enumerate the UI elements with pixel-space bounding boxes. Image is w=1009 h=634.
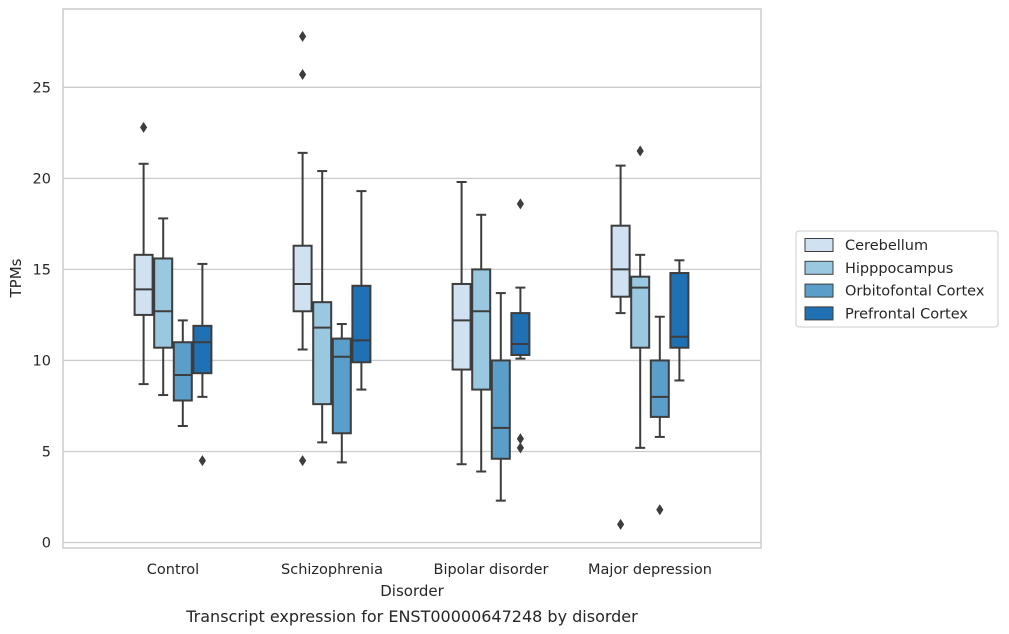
box-iqr bbox=[649, 359, 670, 418]
outlier-point bbox=[140, 121, 148, 133]
outlier-point bbox=[636, 145, 644, 157]
box-cerebellum-control bbox=[133, 121, 154, 386]
box-orbitofontal-cortex-schizophrenia bbox=[331, 323, 352, 464]
box-prefrontal-cortex-control bbox=[192, 262, 213, 467]
box-iqr bbox=[172, 341, 193, 402]
box-groups bbox=[133, 30, 690, 530]
y-tick-label-20: 20 bbox=[33, 171, 51, 187]
legend-frame bbox=[795, 230, 999, 328]
outlier-point bbox=[516, 433, 524, 445]
x-tick-label-major-depression: Major depression bbox=[588, 562, 712, 578]
y-tick-labels: 0 5 10 15 20 25 bbox=[33, 80, 51, 551]
box-orbitofontal-cortex-bipolar-disorder bbox=[490, 292, 511, 502]
x-tick-label-control: Control bbox=[147, 562, 199, 578]
legend-swatch-orbitofontal-cortex bbox=[804, 283, 834, 298]
box-hipppocampus-control bbox=[153, 217, 174, 397]
y-tick-label-10: 10 bbox=[33, 353, 51, 369]
y-tick-label-15: 15 bbox=[33, 262, 51, 278]
box-cerebellum-schizophrenia bbox=[292, 30, 313, 467]
box-orbitofontal-cortex-control bbox=[172, 319, 193, 427]
y-tick-label-0: 0 bbox=[42, 536, 51, 552]
box-iqr bbox=[351, 284, 372, 364]
box-iqr bbox=[451, 282, 472, 371]
x-tick-labels: Control Schizophrenia Bipolar disorder Majo… bbox=[147, 562, 712, 578]
outlier-point bbox=[516, 442, 524, 454]
box-iqr bbox=[312, 301, 333, 406]
outlier-point bbox=[299, 69, 307, 81]
box-iqr bbox=[192, 324, 213, 375]
box-iqr bbox=[630, 275, 651, 349]
box-prefrontal-cortex-schizophrenia bbox=[351, 190, 372, 391]
box-cerebellum-bipolar-disorder bbox=[451, 180, 472, 466]
legend-label-prefrontal-cortex: Prefrontal Cortex bbox=[845, 306, 968, 322]
outlier-point bbox=[656, 504, 664, 516]
box-iqr bbox=[153, 257, 174, 349]
box-prefrontal-cortex-major-depression bbox=[669, 259, 690, 382]
x-axis-title: Disorder bbox=[380, 582, 444, 600]
legend: Cerebellum Hipppocampus Orbitofontal Corte… bbox=[795, 230, 999, 328]
figure-caption: Transcript expression for ENST0000064724… bbox=[185, 607, 638, 626]
box-iqr bbox=[490, 359, 511, 460]
box-hipppocampus-bipolar-disorder bbox=[471, 213, 492, 473]
box-iqr bbox=[331, 337, 352, 435]
plot-frame bbox=[62, 8, 762, 549]
box-iqr bbox=[669, 272, 690, 349]
box-iqr bbox=[292, 244, 313, 313]
box-iqr bbox=[133, 253, 154, 316]
legend-swatch-prefrontal-cortex bbox=[804, 306, 834, 321]
box-hipppocampus-major-depression bbox=[630, 145, 651, 449]
box-iqr bbox=[610, 224, 631, 298]
x-tick-label-bipolar-disorder: Bipolar disorder bbox=[434, 562, 549, 578]
box-orbitofontal-cortex-major-depression bbox=[649, 315, 670, 516]
y-axis-title: TPMs bbox=[7, 258, 25, 298]
legend-swatch-hipppocampus bbox=[804, 260, 834, 275]
box-iqr bbox=[471, 268, 492, 391]
box-prefrontal-cortex-bipolar-disorder bbox=[510, 198, 531, 454]
legend-label-cerebellum: Cerebellum bbox=[845, 238, 928, 254]
box-iqr bbox=[510, 312, 531, 356]
outlier-point bbox=[617, 518, 625, 530]
legend-label-hipppocampus: Hipppocampus bbox=[845, 261, 953, 277]
box-hipppocampus-schizophrenia bbox=[312, 170, 333, 444]
outlier-point bbox=[198, 455, 206, 467]
outlier-point bbox=[516, 198, 524, 210]
x-tick-label-schizophrenia: Schizophrenia bbox=[281, 562, 383, 578]
box-cerebellum-major-depression bbox=[610, 164, 631, 530]
legend-swatch-cerebellum bbox=[804, 238, 834, 252]
outlier-point bbox=[299, 30, 307, 42]
legend-label-orbitofontal-cortex: Orbitofontal Cortex bbox=[845, 284, 985, 300]
y-tick-label-5: 5 bbox=[42, 444, 51, 460]
outlier-point bbox=[299, 455, 307, 467]
y-tick-label-25: 25 bbox=[33, 80, 51, 96]
